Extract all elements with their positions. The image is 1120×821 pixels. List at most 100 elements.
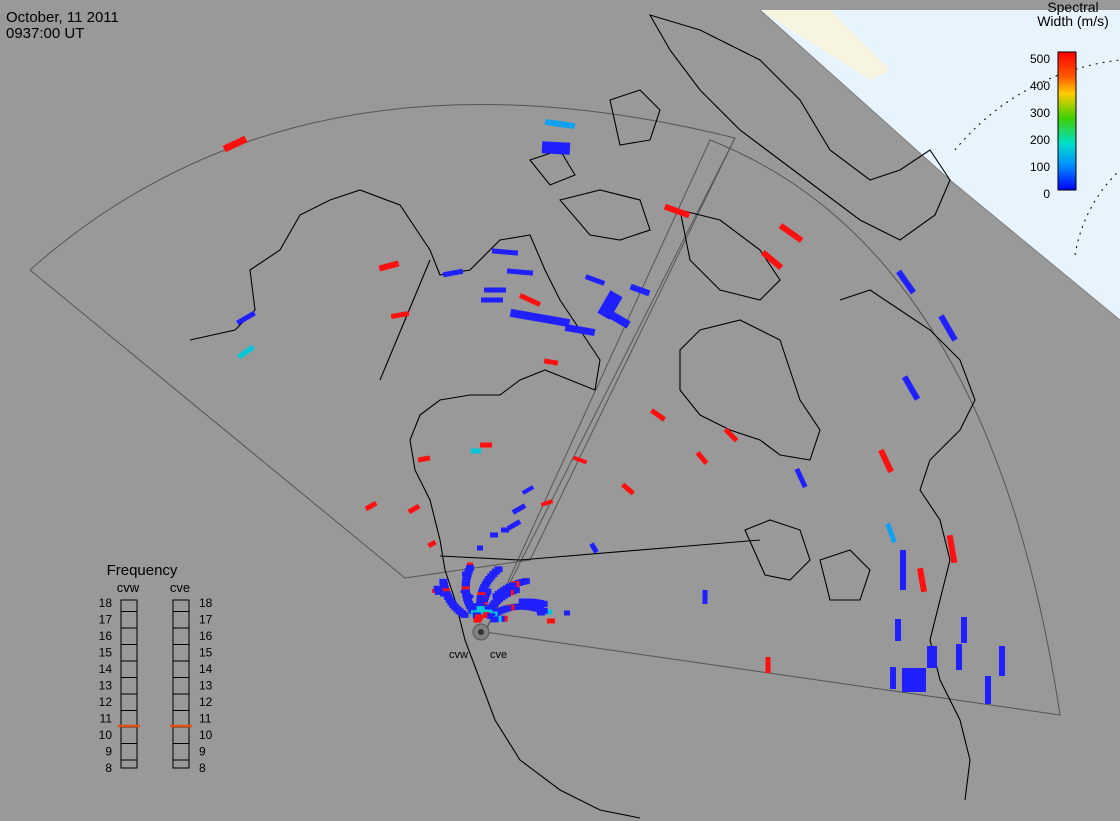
arctic-island-2 (609, 89, 661, 146)
time-label: 0937:00 UT (6, 25, 85, 42)
echo-cell (609, 311, 631, 329)
frequency-tick-label-left: 8 (105, 761, 112, 775)
baffin-island (679, 209, 781, 301)
latitude-circle-outer (954, 59, 1120, 151)
echo-cell (985, 676, 991, 704)
echo-cell (518, 598, 527, 605)
echo-cell (723, 427, 739, 443)
echo-cell (544, 118, 576, 130)
echo-cell (956, 644, 962, 670)
echo-cell (509, 308, 571, 328)
frequency-tick-label-left: 10 (99, 728, 113, 742)
echo-cell (487, 613, 496, 620)
radar-site-dot (478, 629, 484, 635)
echo-cell (364, 500, 378, 512)
frequency-column-cve (172, 599, 190, 769)
echo-cell (589, 542, 599, 554)
echo-cell (492, 593, 501, 600)
echo-cell (702, 590, 708, 604)
echo-cell (440, 585, 449, 592)
echo-cell (417, 455, 431, 463)
echo-cell (518, 293, 542, 307)
frequency-tick-label-left: 9 (105, 745, 112, 759)
frequency-tick-label-left: 15 (99, 646, 113, 660)
hudson-bay-outline (679, 319, 821, 461)
radar-label-cvw: cvw (449, 649, 468, 661)
fov-cvw (29, 104, 736, 579)
frequency-radar-right: cve (170, 580, 190, 595)
echo-cell (462, 577, 471, 584)
frequency-tick-label-right: 18 (199, 596, 213, 610)
colorbar-scale (1057, 51, 1077, 191)
echo-cell (237, 344, 255, 360)
echo-cell (427, 539, 437, 549)
fov-cve (484, 139, 1061, 716)
east-coast-outline (839, 289, 976, 801)
echo-cell (901, 375, 921, 401)
echo-cell (483, 612, 492, 619)
arctic-island-1 (559, 189, 651, 241)
frequency-tick-label-left: 17 (99, 613, 113, 627)
echo-cell (474, 614, 483, 621)
echo-cell (597, 290, 623, 320)
echo-cell (650, 408, 666, 422)
echo-cell (878, 448, 894, 474)
echo-cell (471, 448, 481, 454)
echo-cell (961, 617, 967, 643)
echo-cell (484, 287, 506, 293)
frequency-tick-label-right: 11 (199, 712, 212, 726)
frequency-tick-label-left: 12 (99, 695, 113, 709)
echo-cell (540, 499, 554, 507)
echo-cell (378, 260, 400, 272)
echo-cell (490, 616, 499, 623)
frequency-tick-label-right: 8 (199, 761, 206, 775)
colorbar-tick-label: 400 (1030, 79, 1050, 93)
echo-cell (895, 619, 901, 641)
frequency-radar-left: cvw (117, 580, 140, 595)
echo-cell (466, 564, 475, 571)
echo-cell (464, 567, 473, 574)
frequency-tick-label-right: 17 (199, 613, 213, 627)
frequency-tick-label-right: 12 (199, 695, 213, 709)
echo-cell (390, 310, 410, 320)
echo-cell (222, 135, 248, 153)
fov-boundary-line (484, 137, 736, 633)
echo-cell (521, 485, 535, 495)
echo-cell (236, 310, 256, 326)
colorbar-tick-label: 300 (1030, 106, 1050, 120)
echo-cell (794, 467, 808, 489)
echo-cell (462, 574, 471, 581)
frequency-tick-label-right: 14 (199, 662, 213, 676)
echo-cell (543, 358, 559, 366)
radar-label-cve: cve (490, 649, 507, 661)
echo-cell (778, 223, 804, 243)
frequency-tick-label-left: 13 (99, 679, 113, 693)
echo-cell (663, 203, 691, 219)
echo-cell (433, 585, 442, 592)
us-canada-border (439, 539, 761, 561)
frequency-column-cvw (120, 599, 138, 769)
frequency-title: Frequency (107, 562, 178, 579)
colorbar-ticks: 500 400 300 200 100 0 (1030, 52, 1050, 201)
echo-cell (491, 248, 519, 256)
echo-cell (927, 646, 937, 668)
frequency-tick-label-left: 16 (99, 629, 113, 643)
echo-cell (506, 268, 534, 276)
colorbar-tick-label: 100 (1030, 160, 1050, 174)
echo-cell (547, 618, 555, 624)
date-label: October, 11 2011 (6, 9, 119, 26)
frequency-tick-label-right: 9 (199, 745, 206, 759)
echo-cell (916, 567, 928, 593)
frequency-ticks: 18 18 17 17 16 16 15 15 14 14 13 13 12 12 11 11 10 10 9 9 8 8 (99, 596, 213, 775)
colorbar-tick-label: 0 (1043, 187, 1050, 201)
colorbar-title-2: Width (m/s) (1037, 13, 1109, 29)
echo-cell (896, 269, 916, 295)
echo-cell (938, 314, 958, 342)
frequency-tick-label-right: 10 (199, 728, 213, 742)
echo-cell (621, 482, 635, 496)
echo-cell (463, 571, 472, 578)
great-lakes-outline (744, 519, 811, 581)
echo-cell (439, 578, 448, 585)
